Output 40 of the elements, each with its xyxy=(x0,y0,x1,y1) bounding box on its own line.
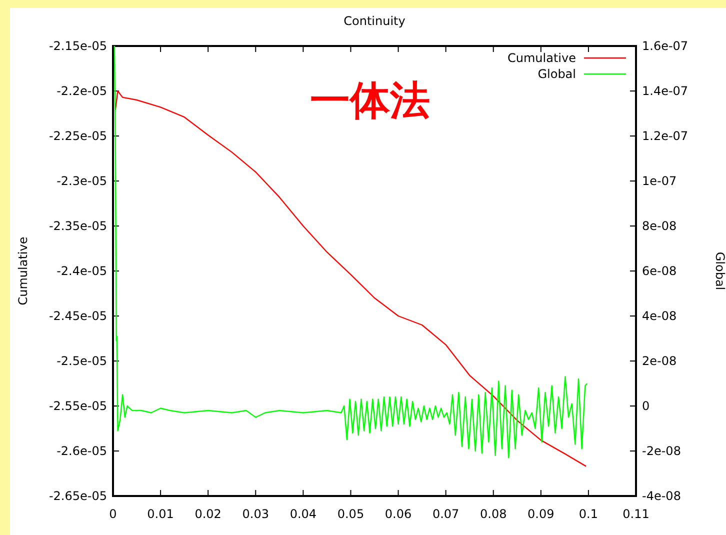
x-tick-label: 0.08 xyxy=(480,507,507,521)
x-tick-label: 0.07 xyxy=(432,507,460,521)
legend-label: Cumulative xyxy=(508,51,576,65)
x-tick-label: 0.09 xyxy=(528,507,554,521)
y-tick-label: -2.45e-05 xyxy=(48,309,107,323)
y2-tick-label: 6e-08 xyxy=(642,264,677,278)
y-tick-label: -2.15e-05 xyxy=(48,39,107,53)
x-tick-label: 0.02 xyxy=(194,507,222,521)
y-tick-label: -2.2e-05 xyxy=(56,84,107,98)
y2-tick-label: 1.6e-07 xyxy=(642,39,688,53)
chart-title: Continuity xyxy=(344,14,406,28)
y-axis-title: Cumulative xyxy=(16,236,30,306)
y2-tick-label: -4e-08 xyxy=(642,489,681,503)
x-tick-label: 0.03 xyxy=(242,507,269,521)
y2-tick-label: 2e-08 xyxy=(642,354,677,368)
y-tick-label: -2.3e-05 xyxy=(56,174,107,188)
x-tick-label: 0.05 xyxy=(337,507,364,521)
x-tick-label: 0.11 xyxy=(622,507,650,521)
x-tick-label: 0.01 xyxy=(147,507,174,521)
y2-axis-title: Global xyxy=(713,252,726,290)
x-tick-label: 0.04 xyxy=(290,507,317,521)
y2-tick-label: 1.4e-07 xyxy=(642,84,688,98)
y-tick-label: -2.4e-05 xyxy=(56,264,107,278)
x-tick-label: 0 xyxy=(109,507,117,521)
legend-label: Global xyxy=(538,67,576,81)
y-tick-label: -2.55e-05 xyxy=(48,399,107,413)
y2-tick-label: 0 xyxy=(642,399,650,413)
y-tick-label: -2.35e-05 xyxy=(48,219,107,233)
y2-tick-label: 4e-08 xyxy=(642,309,677,323)
y-tick-label: -2.25e-05 xyxy=(48,129,107,143)
y2-tick-label: -2e-08 xyxy=(642,444,681,458)
x-tick-label: 0.1 xyxy=(578,507,598,521)
annotation: 一体法 xyxy=(310,78,430,124)
y-tick-label: -2.6e-05 xyxy=(56,444,107,458)
y2-tick-label: 1e-07 xyxy=(642,174,677,188)
x-tick-label: 0.06 xyxy=(384,507,412,521)
y2-tick-label: 1.2e-07 xyxy=(642,129,688,143)
y2-tick-label: 8e-08 xyxy=(642,219,677,233)
y-tick-label: -2.65e-05 xyxy=(48,489,107,503)
y-tick-label: -2.5e-05 xyxy=(56,354,107,368)
